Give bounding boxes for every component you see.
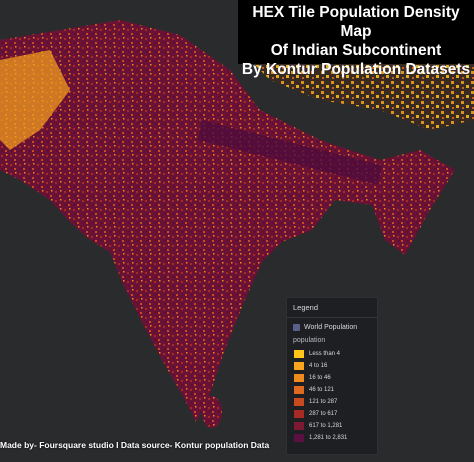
legend-label: 46 to 121 — [309, 387, 335, 393]
legend-label: 1,281 to 2,831 — [309, 435, 348, 441]
sri-lanka — [202, 396, 222, 428]
legend-swatch — [294, 398, 304, 406]
legend-item: 287 to 617 — [287, 408, 377, 420]
legend-swatch — [294, 410, 304, 418]
subcontinent — [0, 20, 455, 422]
legend-swatch — [294, 374, 304, 382]
legend-label: 617 to 1,281 — [309, 423, 343, 429]
west-region — [0, 50, 70, 150]
legend-item: 121 to 287 — [287, 396, 377, 408]
legend-item: 4 to 16 — [287, 360, 377, 372]
legend-swatch — [294, 362, 304, 370]
layer-name: World Population — [304, 324, 358, 331]
legend-layer[interactable]: World Population — [287, 318, 377, 331]
legend-items: Less than 4 4 to 16 16 to 46 46 to 121 121 t… — [287, 348, 377, 444]
legend-label: 16 to 46 — [309, 375, 331, 381]
legend-field[interactable]: population — [293, 337, 326, 344]
ganga-plain — [197, 120, 383, 185]
legend-item: 1,281 to 2,831 — [287, 432, 377, 444]
credit: Made by- Foursquare studio I Data source… — [0, 440, 270, 450]
legend-label: 121 to 287 — [309, 399, 338, 405]
legend-swatch — [294, 434, 304, 442]
legend-item: Less than 4 — [287, 348, 377, 360]
title-line: HEX Tile Population Density Map — [252, 4, 460, 40]
legend: Legend World Population population Less … — [286, 297, 378, 455]
legend-item: 46 to 121 — [287, 384, 377, 396]
legend-item: 16 to 46 — [287, 372, 377, 384]
title-line: Of Indian Subcontinent — [270, 42, 442, 59]
legend-swatch — [294, 350, 304, 358]
legend-label: 4 to 16 — [309, 363, 328, 369]
legend-label: Less than 4 — [309, 351, 341, 357]
legend-item: 617 to 1,281 — [287, 420, 377, 432]
legend-label: 287 to 617 — [309, 411, 338, 417]
legend-swatch — [294, 422, 304, 430]
legend-heading: Legend — [287, 298, 377, 318]
title-box: HEX Tile Population Density Map Of Indian… — [238, 0, 474, 78]
title-line: By Kontur Population Datasets — [241, 61, 471, 78]
legend-swatch — [294, 386, 304, 394]
